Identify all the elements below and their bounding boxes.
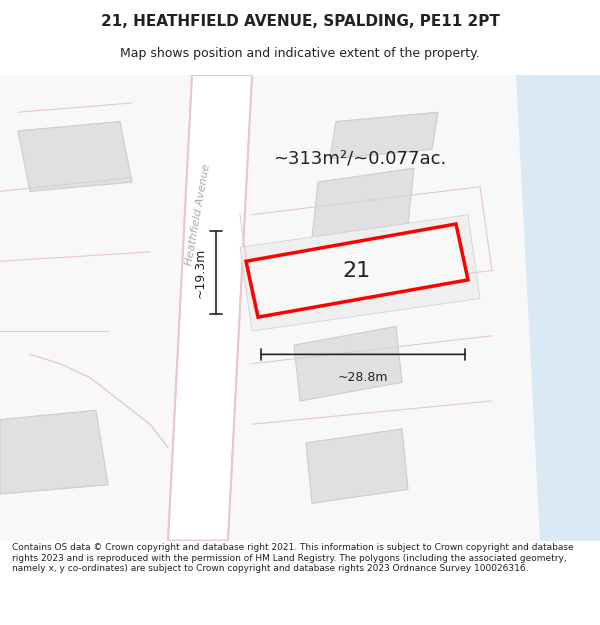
Polygon shape: [312, 168, 414, 238]
Text: 21, HEATHFIELD AVENUE, SPALDING, PE11 2PT: 21, HEATHFIELD AVENUE, SPALDING, PE11 2P…: [101, 14, 499, 29]
Polygon shape: [240, 214, 480, 331]
Polygon shape: [306, 429, 408, 503]
Polygon shape: [246, 224, 468, 317]
Polygon shape: [294, 326, 402, 401]
Polygon shape: [0, 410, 108, 494]
Text: Map shows position and indicative extent of the property.: Map shows position and indicative extent…: [120, 48, 480, 61]
Polygon shape: [516, 75, 600, 541]
Text: Heathfield Avenue: Heathfield Avenue: [184, 163, 212, 266]
Polygon shape: [330, 112, 438, 159]
Polygon shape: [168, 75, 252, 541]
Text: ~19.3m: ~19.3m: [194, 248, 207, 298]
Text: Contains OS data © Crown copyright and database right 2021. This information is : Contains OS data © Crown copyright and d…: [12, 543, 574, 573]
Text: ~313m²/~0.077ac.: ~313m²/~0.077ac.: [274, 150, 446, 168]
Text: 21: 21: [343, 261, 371, 281]
Text: ~28.8m: ~28.8m: [338, 371, 388, 384]
Polygon shape: [510, 75, 600, 284]
Polygon shape: [18, 121, 132, 191]
